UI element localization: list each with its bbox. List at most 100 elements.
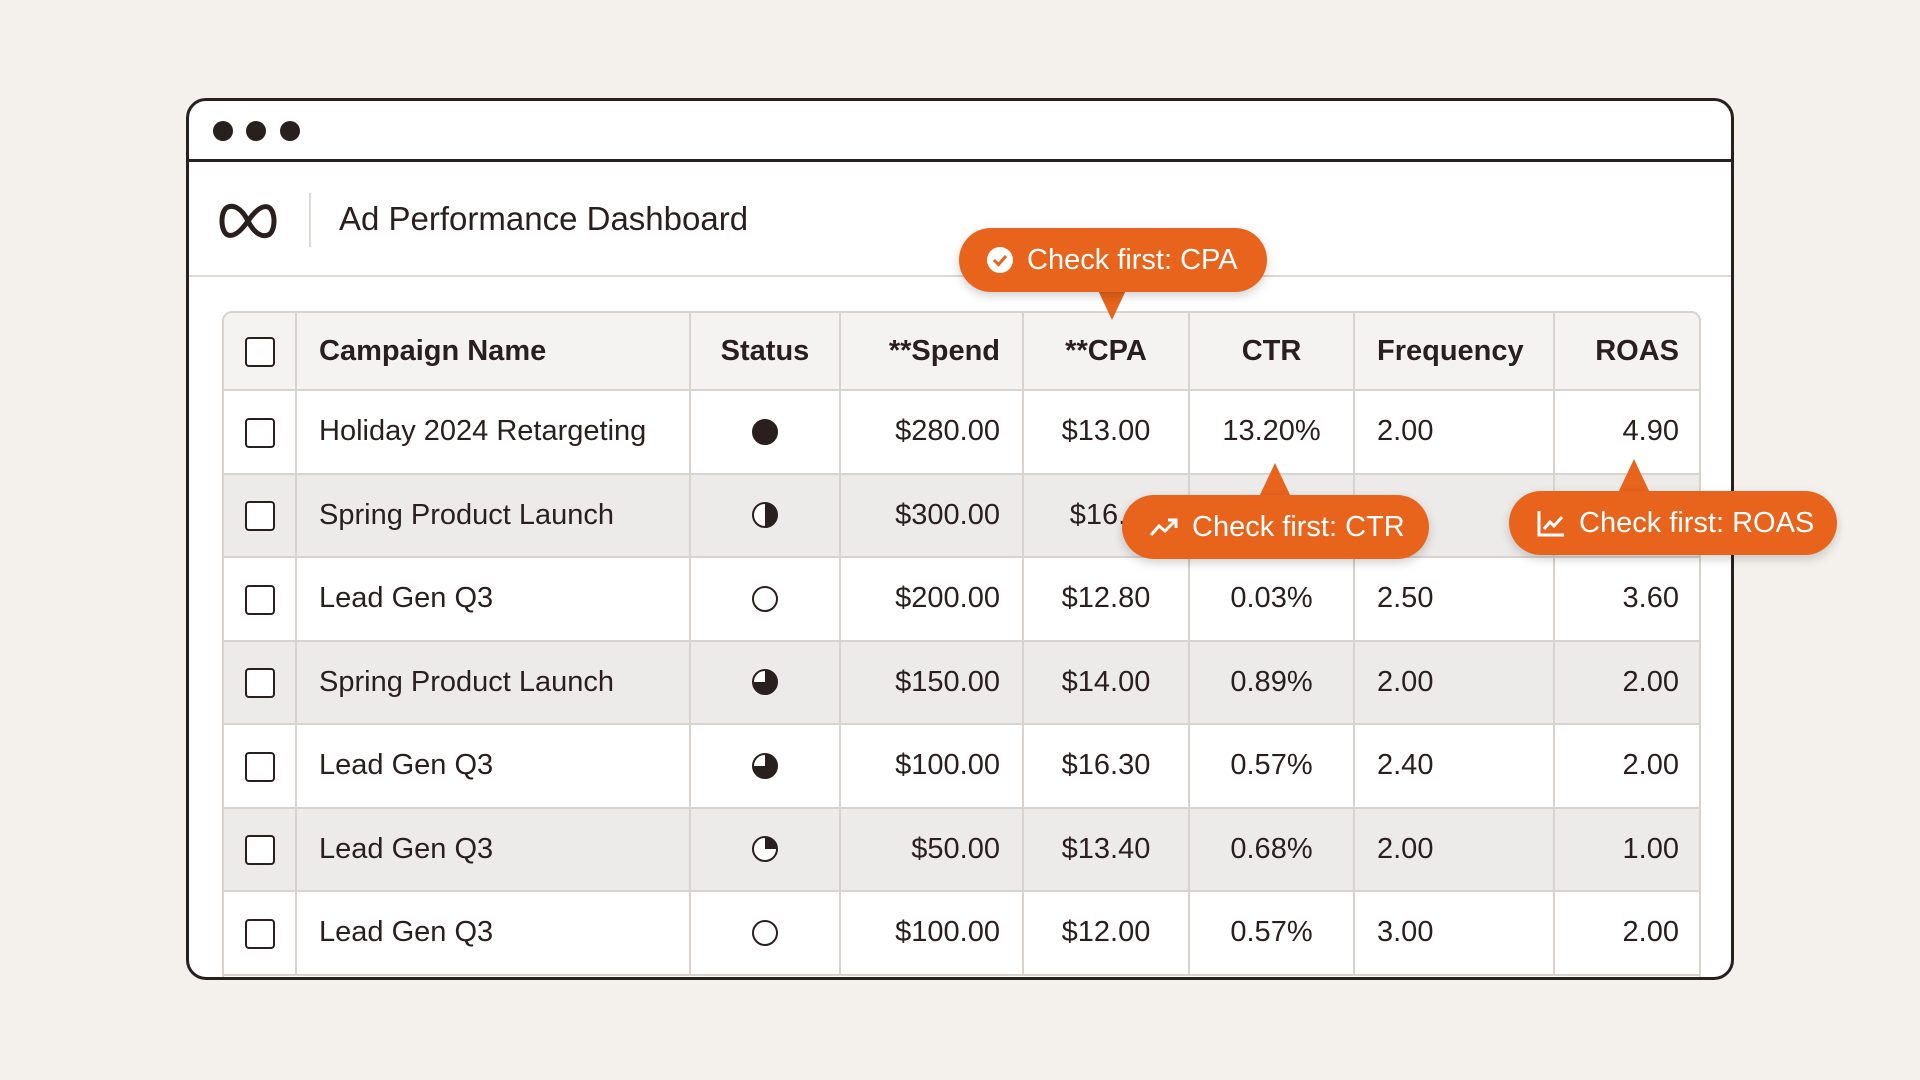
window-dot[interactable]: [246, 121, 266, 141]
tooltip[interactable]: Check first: ROAS: [1509, 491, 1837, 555]
metric-value: 3.00: [1377, 916, 1434, 949]
row-checkbox[interactable]: [245, 417, 275, 448]
row-checkbox-cell: [224, 391, 297, 475]
table-cell: Lead Gen Q3: [297, 558, 691, 642]
table-cell: 2.40: [1355, 725, 1555, 809]
header-border: [189, 275, 1731, 277]
metric-value: $50.00: [911, 832, 1000, 865]
row-checkbox[interactable]: [245, 751, 275, 782]
table-cell: 3.00: [1355, 892, 1555, 976]
table-cell: $14.00: [1024, 641, 1190, 725]
table-cell: Lead Gen Q3: [297, 725, 691, 809]
campaign-name: Lead Gen Q3: [319, 832, 494, 865]
table-cell: 0.89%: [1190, 641, 1355, 725]
row-checkbox[interactable]: [245, 668, 275, 699]
table-cell: 0.68%: [1190, 808, 1355, 892]
tooltip-icon: [985, 245, 1015, 275]
table-cell: Lead Gen Q3: [297, 892, 691, 976]
campaign-name: Holiday 2024 Retargeting: [319, 415, 647, 448]
table-cell: $280.00: [841, 391, 1024, 475]
metric-value: $12.00: [1061, 916, 1151, 949]
column-header[interactable]: Status: [691, 313, 841, 391]
metric-value: 3.60: [1622, 582, 1679, 615]
metric-value: $300.00: [895, 498, 1000, 531]
metric-value: 2.00: [1622, 749, 1679, 782]
row-checkbox-cell: [224, 808, 297, 892]
table-cell: $50.00: [841, 808, 1024, 892]
row-checkbox-cell: [224, 641, 297, 725]
table-cell: $16.30: [1024, 725, 1190, 809]
metric-value: 0.89%: [1230, 665, 1313, 698]
tooltip[interactable]: Check first: CTR: [1122, 495, 1429, 559]
table-cell: Spring Product Launch: [297, 641, 691, 725]
table-cell: 1.00: [1555, 808, 1699, 892]
row-checkbox-cell: [224, 474, 297, 558]
status-icon: [752, 752, 778, 779]
column-header[interactable]: Campaign Name: [297, 313, 691, 391]
column-header[interactable]: CTR: [1190, 313, 1355, 391]
table-cell: [691, 892, 841, 976]
table-cell: [691, 808, 841, 892]
metric-value: 0.57%: [1230, 749, 1313, 782]
metric-value: 4.90: [1622, 415, 1679, 448]
table-cell: 2.50: [1355, 558, 1555, 642]
metric-value: $280.00: [895, 415, 1000, 448]
window-dot[interactable]: [213, 121, 233, 141]
row-checkbox-cell: [224, 892, 297, 976]
header-divider: [309, 193, 311, 247]
metric-value: $13.00: [1061, 415, 1151, 448]
table-cell: $13.40: [1024, 808, 1190, 892]
table-cell: 2.00: [1355, 808, 1555, 892]
table-cell: $200.00: [841, 558, 1024, 642]
table-cell: [691, 725, 841, 809]
column-header[interactable]: **CPA: [1024, 313, 1190, 391]
status-icon: [752, 669, 778, 696]
status-icon: [752, 919, 778, 946]
table-cell: $12.80: [1024, 558, 1190, 642]
row-checkbox[interactable]: [245, 835, 275, 866]
table-cell: 0.03%: [1190, 558, 1355, 642]
campaign-name: Lead Gen Q3: [319, 916, 494, 949]
tooltip-label: Check first: ROAS: [1579, 506, 1815, 539]
meta-logo[interactable]: [217, 201, 279, 241]
metric-value: 13.20%: [1222, 415, 1321, 448]
row-checkbox[interactable]: [245, 501, 275, 532]
metric-value: 2.00: [1622, 665, 1679, 698]
campaign-name: Spring Product Launch: [319, 498, 615, 531]
metric-value: 2.00: [1377, 665, 1434, 698]
column-header[interactable]: ROAS: [1555, 313, 1699, 391]
browser-window: Ad Performance Dashboard Campaign Name St…: [186, 98, 1734, 980]
status-icon: [752, 836, 778, 863]
metric-value: $150.00: [895, 665, 1000, 698]
metric-value: $100.00: [895, 916, 1000, 949]
window-dot[interactable]: [280, 121, 300, 141]
table-cell: 0.57%: [1190, 892, 1355, 976]
table-cell: 0.57%: [1190, 725, 1355, 809]
metric-value: 2.50: [1377, 582, 1434, 615]
campaign-name: Lead Gen Q3: [319, 582, 494, 615]
table-cell: 2.00: [1555, 641, 1699, 725]
column-header[interactable]: Frequency: [1355, 313, 1555, 391]
metric-value: $200.00: [895, 582, 1000, 615]
metric-value: $16.30: [1061, 749, 1151, 782]
column-header[interactable]: **Spend: [841, 313, 1024, 391]
metric-value: $13.40: [1061, 832, 1151, 865]
table-cell: 13.20%: [1190, 391, 1355, 475]
table-cell: Lead Gen Q3: [297, 808, 691, 892]
metric-value: 2.00: [1377, 415, 1434, 448]
metric-value: 0.57%: [1230, 916, 1313, 949]
row-checkbox[interactable]: [245, 337, 275, 367]
campaign-table: Campaign Name Status **Spend **CPA CTR Freque…: [222, 311, 1701, 977]
row-checkbox[interactable]: [245, 918, 275, 949]
row-checkbox[interactable]: [245, 584, 275, 615]
table-cell: $13.00: [1024, 391, 1190, 475]
metric-value: 2.00: [1377, 832, 1434, 865]
row-checkbox-cell: [224, 558, 297, 642]
metric-value: 2.40: [1377, 749, 1434, 782]
tooltip[interactable]: Check first: CPA: [959, 228, 1267, 292]
table-cell: [691, 641, 841, 725]
table-cell: Spring Product Launch: [297, 474, 691, 558]
tooltip-icon: [1148, 512, 1180, 542]
tooltip-label: Check first: CPA: [1027, 243, 1238, 276]
